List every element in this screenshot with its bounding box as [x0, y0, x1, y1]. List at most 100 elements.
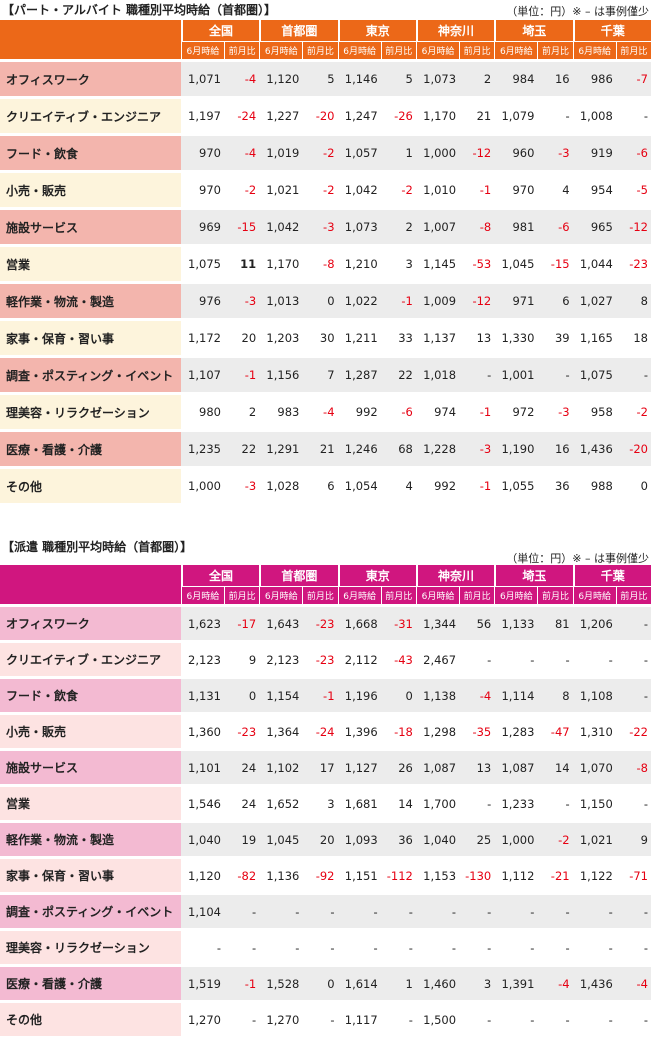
wage-cell: 1,330: [494, 318, 538, 355]
category-cell: 施設サービス: [0, 748, 181, 784]
change-cell: -130: [459, 856, 495, 892]
wage-cell: 1,087: [494, 748, 538, 784]
wage-cell: 1,001: [494, 355, 538, 392]
region-header: 神奈川: [415, 565, 495, 586]
wage-cell: 1,227: [259, 96, 303, 133]
table-row: 家事・保育・習い事 1,172 20 1,203 30 1,211 33 1,137 13 1,3…: [0, 318, 651, 355]
wage-cell: 1,040: [415, 820, 460, 856]
sub-header-change: 前月比: [615, 41, 651, 59]
category-cell: フード・飲食: [0, 676, 181, 712]
change-cell: -1: [380, 281, 416, 318]
change-cell: 33: [380, 318, 416, 355]
change-cell: 20: [302, 820, 338, 856]
change-cell: 17: [302, 748, 338, 784]
change-cell: -6: [537, 207, 573, 244]
change-cell: -: [615, 676, 651, 712]
change-cell: 2: [223, 392, 260, 429]
category-cell: 調査・ポスティング・イベント: [0, 355, 181, 392]
change-cell: 4: [380, 466, 416, 503]
change-cell: -4: [302, 392, 338, 429]
wage-cell: 986: [572, 59, 616, 96]
wage-cell: -: [180, 928, 224, 964]
change-cell: 18: [615, 318, 651, 355]
table-row: 小売・販売 970 -2 1,021 -2 1,042 -2 1,010 -1 970 4 954 -5: [0, 170, 651, 207]
wage-cell: 1,028: [259, 466, 303, 503]
wage-cell: -: [337, 892, 381, 928]
wage-cell: 2,467: [415, 640, 460, 676]
sub-header-current: 6月時給: [180, 41, 224, 59]
category-cell: オフィスワーク: [0, 604, 181, 640]
change-cell: -8: [302, 244, 338, 281]
change-cell: -112: [380, 856, 416, 892]
change-cell: -24: [223, 96, 260, 133]
wage-cell: 1,075: [572, 355, 616, 392]
sub-header-current: 6月時給: [494, 41, 538, 59]
change-cell: -4: [223, 59, 260, 96]
change-cell: -2: [537, 820, 573, 856]
table-row: 理美容・リラクゼーション 980 2 983 -4 992 -6 974 -1 972 -3 958-…: [0, 392, 651, 429]
wage-cell: 1,127: [337, 748, 381, 784]
parttime-table-body: オフィスワーク 1,071 -4 1,120 5 1,146 5 1,073 2 984 16 986…: [0, 59, 651, 503]
wage-cell: 1,396: [337, 712, 381, 748]
change-cell: 0: [380, 676, 416, 712]
table-row: 施設サービス 1,101 24 1,102 17 1,127 26 1,087 13 1,087 1…: [0, 748, 651, 784]
region-header: 千葉: [572, 565, 651, 586]
region-header: 東京: [337, 565, 416, 586]
wage-cell: 981: [494, 207, 538, 244]
wage-cell: -: [415, 928, 460, 964]
wage-cell: 1,210: [337, 244, 381, 281]
change-cell: -3: [223, 281, 260, 318]
change-cell: 13: [459, 318, 495, 355]
change-cell: 21: [302, 429, 338, 466]
change-cell: -15: [537, 244, 573, 281]
table-row: 医療・看護・介護 1,235 22 1,291 21 1,246 68 1,228 -3 1,19…: [0, 429, 651, 466]
wage-cell: -: [494, 928, 538, 964]
wage-cell: 954: [572, 170, 616, 207]
change-cell: -17: [223, 604, 260, 640]
change-cell: -: [615, 784, 651, 820]
change-cell: 24: [223, 748, 260, 784]
wage-cell: 1,027: [572, 281, 616, 318]
change-cell: 36: [380, 820, 416, 856]
change-cell: 25: [459, 820, 495, 856]
wage-cell: 1,112: [494, 856, 538, 892]
wage-cell: -: [572, 640, 616, 676]
category-cell: 営業: [0, 244, 181, 281]
change-cell: -23: [615, 244, 651, 281]
wage-cell: 1,021: [259, 170, 303, 207]
table-row: 小売・販売 1,360 -23 1,364 -24 1,396 -18 1,298 -35 1,2…: [0, 712, 651, 748]
category-cell: その他: [0, 1000, 181, 1036]
wage-cell: 1,073: [415, 59, 460, 96]
wage-cell: 1,000: [180, 466, 224, 503]
change-cell: -24: [302, 712, 338, 748]
change-cell: 0: [302, 281, 338, 318]
wage-cell: 1,146: [337, 59, 381, 96]
change-cell: -: [302, 892, 338, 928]
parttime-section-header: 【パート・アルバイト 職種別平均時給（首都圏）】 （単位：円）※ – は事例僅少: [0, 0, 651, 20]
category-cell: 軽作業・物流・製造: [0, 820, 181, 856]
wage-cell: 974: [415, 392, 460, 429]
wage-cell: 1,008: [572, 96, 616, 133]
wage-cell: 1,120: [259, 59, 303, 96]
wage-cell: 1,070: [572, 748, 616, 784]
change-cell: 81: [537, 604, 573, 640]
change-cell: 21: [459, 96, 495, 133]
wage-cell: 1,131: [180, 676, 224, 712]
change-cell: 3: [302, 784, 338, 820]
wage-cell: 1,093: [337, 820, 381, 856]
change-cell: -: [302, 1000, 338, 1036]
change-cell: -3: [223, 466, 260, 503]
region-header: 首都圏: [259, 20, 338, 41]
category-cell: フード・飲食: [0, 133, 181, 170]
wage-cell: 1,133: [494, 604, 538, 640]
table-row: 営業 1,546 24 1,652 3 1,681 14 1,700-1,233-1,150-: [0, 784, 651, 820]
wage-cell: 970: [180, 170, 224, 207]
change-cell: 4: [537, 170, 573, 207]
change-cell: -1: [223, 964, 260, 1000]
dispatch-wage-table: 全国 首都圏 東京 神奈川 埼玉 千葉 6月時給 前月比 6月時給 前月比 6月…: [0, 565, 651, 1036]
change-cell: -: [223, 1000, 260, 1036]
change-cell: 5: [302, 59, 338, 96]
category-cell: 理美容・リラクゼーション: [0, 928, 181, 964]
table-row: 軽作業・物流・製造 1,040 19 1,045 20 1,093 36 1,040 25 1,0…: [0, 820, 651, 856]
change-cell: 68: [380, 429, 416, 466]
